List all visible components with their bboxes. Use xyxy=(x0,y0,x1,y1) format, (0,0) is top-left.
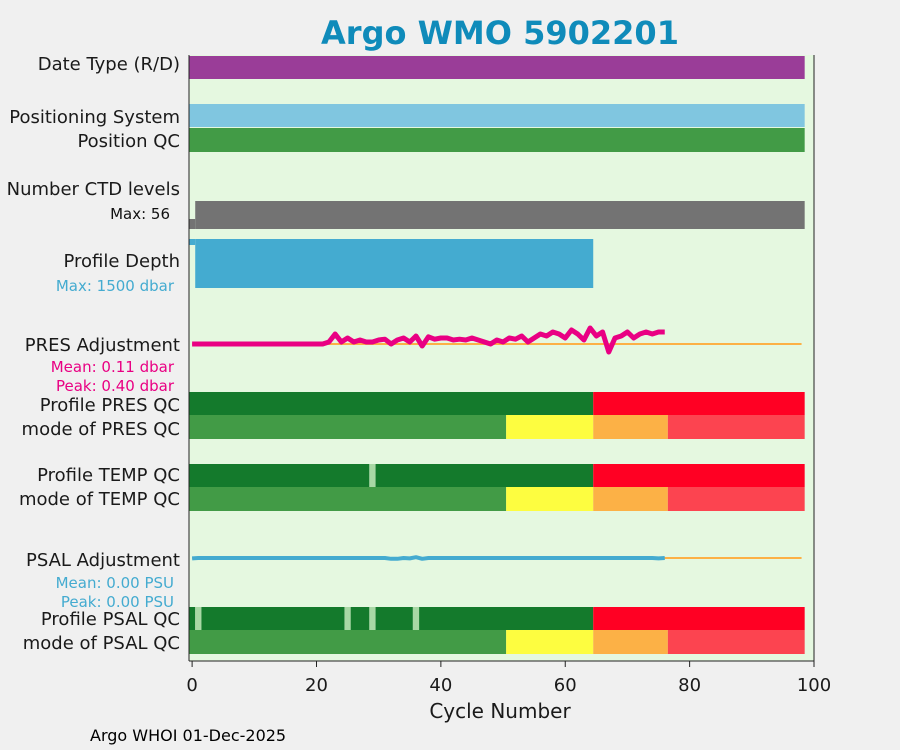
x-tick-label: 60 xyxy=(554,675,577,696)
mode-psal-qc-segment xyxy=(189,630,507,654)
row-label-profile-pres-qc: Profile PRES QC xyxy=(40,395,180,416)
position-qc-segment xyxy=(189,128,805,152)
mode-pres-qc-segment xyxy=(506,415,594,439)
mode-temp-qc-segment xyxy=(506,487,594,511)
x-tick-label: 100 xyxy=(797,675,831,696)
profile-psal-qc-segment xyxy=(375,607,413,630)
mode-pres-qc-segment xyxy=(667,415,805,439)
row-label-mode-pres-qc: mode of PRES QC xyxy=(22,419,180,440)
profile-psal-qc-segment xyxy=(419,607,594,630)
ctd-levels-max-label: Max: 56 xyxy=(110,205,170,223)
x-tick-label: 20 xyxy=(305,675,328,696)
profile-psal-qc-segment xyxy=(593,607,805,630)
profile-psal-qc-segment xyxy=(412,607,420,630)
pres-adjustment-peak-label: Peak: 0.40 dbar xyxy=(56,377,175,395)
mode-temp-qc-segment xyxy=(593,487,668,511)
row-label-psal-adjustment: PSAL Adjustment xyxy=(26,550,180,571)
pres-adjustment-mean-label: Mean: 0.11 dbar xyxy=(51,358,175,376)
profile-psal-qc-segment xyxy=(189,607,196,630)
psal-adjustment-mean-label: Mean: 0.00 PSU xyxy=(56,574,174,592)
profile-psal-qc-segment xyxy=(201,607,345,630)
mode-psal-qc-segment xyxy=(593,630,668,654)
profile-temp-qc-segment xyxy=(375,464,594,487)
profile-pres-qc-segment xyxy=(593,392,805,415)
x-tick-label: 80 xyxy=(678,675,701,696)
profile-psal-qc-segment xyxy=(350,607,370,630)
profile-depth-bar xyxy=(189,239,196,245)
x-axis-label: Cycle Number xyxy=(429,699,571,723)
ctd-levels-bar xyxy=(189,219,196,229)
row-label-positioning-system: Positioning System xyxy=(9,107,180,128)
pres-adjustment-line xyxy=(192,325,665,355)
profile-psal-qc-segment xyxy=(344,607,351,630)
mode-pres-qc-segment xyxy=(189,415,507,439)
row-label-date-type: Date Type (R/D) xyxy=(38,54,180,75)
profile-psal-qc-segment xyxy=(195,607,202,630)
profile-temp-qc-segment xyxy=(593,464,805,487)
row-label-pres-adjustment: PRES Adjustment xyxy=(25,335,180,356)
positioning-system-segment xyxy=(189,104,805,127)
psal-adjustment-peak-label: Peak: 0.00 PSU xyxy=(61,593,174,611)
profile-temp-qc-segment xyxy=(189,464,370,487)
profile-pres-qc-segment xyxy=(189,392,594,415)
x-tick-label: 0 xyxy=(186,675,197,696)
mode-psal-qc-segment xyxy=(667,630,805,654)
mode-temp-qc-segment xyxy=(189,487,507,511)
footer-text: Argo WHOI 01-Dec-2025 xyxy=(90,726,286,745)
row-label-profile-temp-qc: Profile TEMP QC xyxy=(37,465,180,486)
x-tick-label: 40 xyxy=(429,675,452,696)
row-label-profile-psal-qc: Profile PSAL QC xyxy=(41,609,180,630)
date-type-segment xyxy=(189,56,805,79)
row-label-position-qc: Position QC xyxy=(77,131,180,152)
mode-temp-qc-segment xyxy=(667,487,805,511)
ctd-levels-bar xyxy=(195,201,805,229)
profile-psal-qc-segment xyxy=(369,607,376,630)
mode-pres-qc-segment xyxy=(593,415,668,439)
chart-marks xyxy=(189,56,805,654)
x-axis: 0 20 40 60 80 100 xyxy=(186,55,831,696)
row-label-profile-depth: Profile Depth xyxy=(63,251,180,272)
row-labels: Date Type (R/D) Positioning System Positio… xyxy=(7,54,180,654)
row-label-ctd-levels: Number CTD levels xyxy=(7,179,180,200)
row-label-mode-psal-qc: mode of PSAL QC xyxy=(23,633,180,654)
profile-temp-qc-segment xyxy=(369,464,376,487)
psal-adjustment-line xyxy=(191,555,665,561)
mode-psal-qc-segment xyxy=(506,630,594,654)
profile-depth-bar xyxy=(195,239,594,288)
row-label-mode-temp-qc: mode of TEMP QC xyxy=(19,489,180,510)
chart-title: Argo WMO 5902201 xyxy=(321,14,679,52)
profile-depth-max-label: Max: 1500 dbar xyxy=(56,277,175,295)
